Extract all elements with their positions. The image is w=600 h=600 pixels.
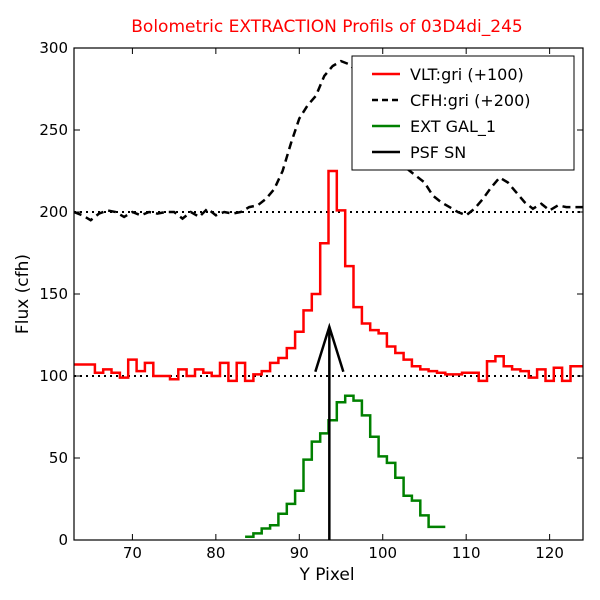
x-axis-label: Y Pixel (298, 565, 354, 585)
legend-label-1: CFH:gri (+200) (410, 91, 531, 110)
x-tick-label-70: 70 (123, 544, 142, 562)
series-line-2 (245, 394, 446, 538)
x-tick-label-110: 110 (452, 544, 481, 562)
y-tick-label-150: 150 (39, 285, 68, 303)
series-layer (74, 59, 583, 540)
x-tick-label-80: 80 (206, 544, 225, 562)
legend-label-3: PSF SN (410, 143, 466, 162)
x-tick-label-100: 100 (368, 544, 397, 562)
psf-sn-arrow-head (314, 322, 345, 373)
chart-title: Bolometric EXTRACTION Profils of 03D4di_… (131, 17, 522, 37)
x-tick-label-120: 120 (535, 544, 564, 562)
axes-layer: 70 80 90 100 110 120 0 50 100 150 200 250 300 (39, 39, 584, 562)
y-axis-label: Flux (cfh) (13, 254, 33, 334)
y-tick-label-250: 250 (39, 121, 68, 139)
legend-label-2: EXT GAL_1 (410, 117, 496, 137)
y-tick-label-0: 0 (58, 531, 68, 549)
series-line-0 (74, 169, 583, 383)
legend: VLT:gri (+100) CFH:gri (+200) EXT GAL_1 PSF… (351, 55, 575, 171)
series-line-1 (74, 59, 583, 222)
y-tick-label-100: 100 (39, 367, 68, 385)
y-tick-label-50: 50 (49, 449, 68, 467)
x-tick-label-90: 90 (290, 544, 309, 562)
y-tick-label-200: 200 (39, 203, 68, 221)
y-tick-label-300: 300 (39, 39, 68, 57)
legend-label-0: VLT:gri (+100) (410, 65, 524, 84)
